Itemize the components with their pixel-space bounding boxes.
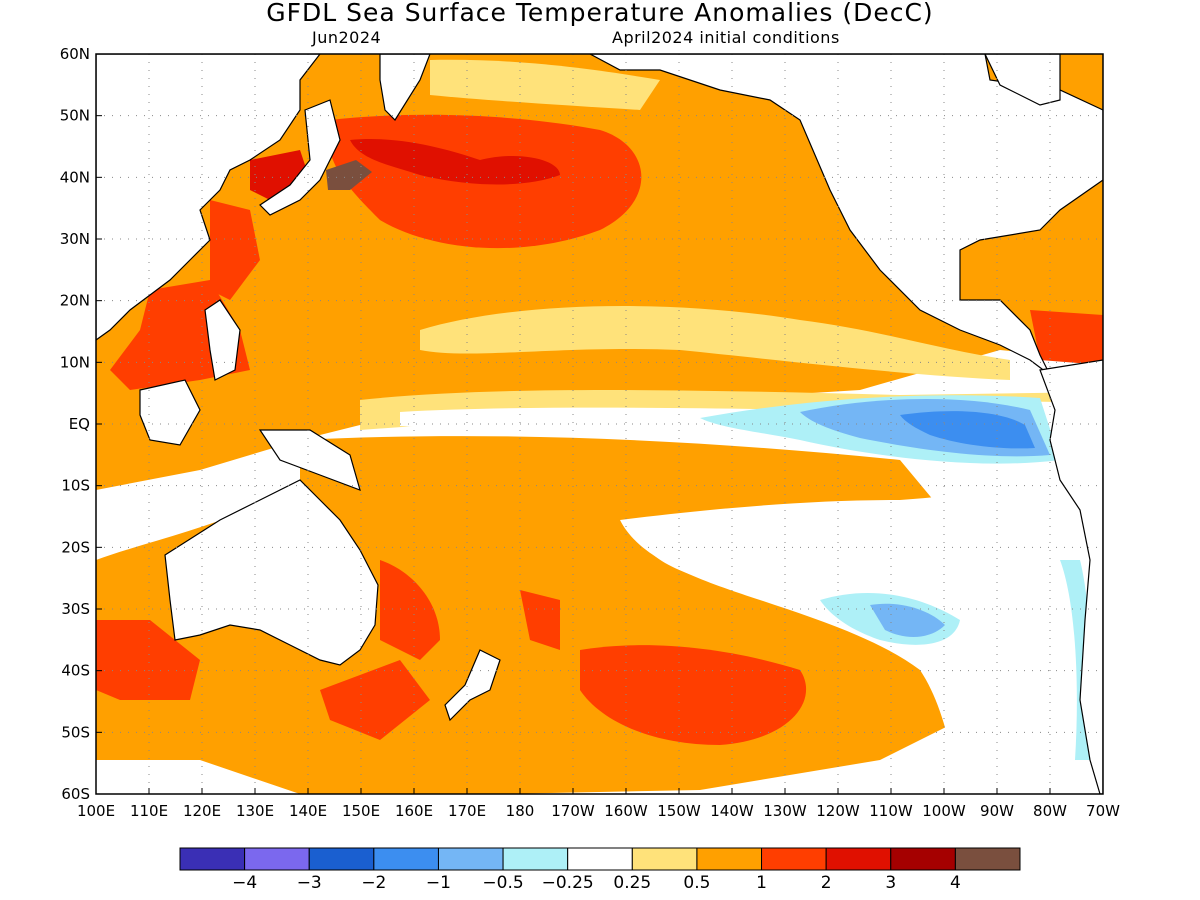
colorbar-swatch <box>502 847 569 871</box>
init-conditions-label: April2024 initial conditions <box>612 28 840 47</box>
latitude-label: 20S <box>61 538 90 556</box>
latitude-label: EQ <box>69 415 90 433</box>
colorbar-label: 0.25 <box>613 873 651 893</box>
longitude-label: 150E <box>342 802 380 820</box>
colorbar-label: 2 <box>821 873 832 893</box>
land-borneo <box>139 379 201 446</box>
colorbar-label: −0.5 <box>482 873 523 893</box>
new-zealand-hot <box>320 660 430 740</box>
anomaly-field <box>96 54 1103 794</box>
latitude-label: 30N <box>60 230 90 248</box>
latitude-axis: 60N 50N 40N 30N 20N 10N EQ 10S 20S 30S 40S 50S 60S <box>60 45 90 803</box>
land-asia <box>96 54 321 341</box>
latitude-label: 10N <box>60 353 90 371</box>
colorbar-swatch <box>696 847 763 871</box>
latitude-label: 30S <box>61 600 90 618</box>
colorbar-label: 3 <box>885 873 896 893</box>
longitude-label: 160W <box>604 802 648 820</box>
land-kamchatka <box>379 54 431 121</box>
longitude-label: 170E <box>448 802 486 820</box>
tasman-sea-hot <box>380 560 440 660</box>
colorbar-label: −3 <box>297 873 322 893</box>
latitude-label: 10S <box>61 477 90 495</box>
east-china-sea-hot <box>210 200 260 300</box>
longitude-label: 110W <box>869 802 913 820</box>
colorbar-swatch <box>244 847 310 871</box>
colorbar-swatch <box>308 847 375 871</box>
graticule <box>95 53 1104 795</box>
japan-east-extreme <box>326 160 372 190</box>
southern-ocean-hot-west <box>96 620 200 700</box>
longitude-label: 140E <box>289 802 327 820</box>
latitude-label: 20N <box>60 292 90 310</box>
north-pacific-pale-band <box>420 306 1010 380</box>
land-japan <box>259 99 341 216</box>
southern-ocean-hot-east <box>580 645 807 745</box>
colorbar: −4 −3 −2 −1 −0.5 −0.25 0.25 0.5 1 2 3 4 <box>179 847 1021 893</box>
latitude-label: 40S <box>61 662 90 680</box>
caribbean-hot <box>1030 310 1103 365</box>
longitude-label: 170W <box>551 802 595 820</box>
colorbar-label: −0.25 <box>542 873 594 893</box>
longitude-label: 100W <box>922 802 966 820</box>
latitude-label: 40N <box>60 168 90 186</box>
colorbar-swatch <box>631 847 698 871</box>
longitude-label: 180 <box>506 802 535 820</box>
colorbar-label: 0.5 <box>683 873 710 893</box>
longitude-label: 150W <box>657 802 701 820</box>
map-title: GFDL Sea Surface Temperature Anomalies (… <box>266 0 934 27</box>
land-new-guinea <box>258 429 361 491</box>
longitude-label: 130W <box>763 802 807 820</box>
colorbar-swatch <box>954 847 1021 871</box>
colorbar-label: −1 <box>426 873 451 893</box>
longitude-label: 120W <box>816 802 860 820</box>
land-south-america <box>1039 359 1103 794</box>
longitude-label: 90W <box>980 802 1014 820</box>
land-philippines <box>204 299 241 381</box>
colorbar-swatch <box>567 847 633 871</box>
colorbar-label: −4 <box>232 873 257 893</box>
longitude-label: 120E <box>183 802 221 820</box>
longitude-label: 100E <box>77 802 115 820</box>
land-australia <box>164 479 379 666</box>
colorbar-label: 1 <box>756 873 767 893</box>
latitude-label: 50N <box>60 107 90 125</box>
colorbar-swatch <box>373 847 439 871</box>
map-frame <box>95 53 1104 795</box>
north-gulf-pale <box>430 59 660 110</box>
colorbar-label: −2 <box>361 873 386 893</box>
cold-tongue-core <box>900 411 1035 449</box>
colorbar-swatch <box>890 847 956 871</box>
southeast-blue-patch <box>870 603 945 637</box>
latitude-label: 60N <box>60 45 90 63</box>
south-pacific-hot-mid <box>520 590 560 650</box>
latitude-label: 50S <box>61 723 90 741</box>
longitude-label: 80W <box>1033 802 1067 820</box>
longitude-label: 140W <box>710 802 754 820</box>
land-new-zealand <box>444 649 501 722</box>
kuroshio-dark-core <box>350 139 560 185</box>
colorbar-label: 4 <box>950 873 961 893</box>
longitude-label: 110E <box>130 802 168 820</box>
colorbar-swatch <box>761 847 827 871</box>
colorbar-swatch <box>179 847 246 871</box>
colorbar-swatch <box>825 847 892 871</box>
latitude-label: 60S <box>61 785 90 803</box>
longitude-label: 130E <box>236 802 274 820</box>
valid-month-label: Jun2024 <box>312 28 382 47</box>
longitude-label: 70W <box>1086 802 1120 820</box>
longitude-axis: 100E 110E 120E 130E 140E 150E 160E 170E 180 170W 1… <box>77 802 1120 820</box>
longitude-label: 160E <box>395 802 433 820</box>
colorbar-swatch <box>437 847 504 871</box>
